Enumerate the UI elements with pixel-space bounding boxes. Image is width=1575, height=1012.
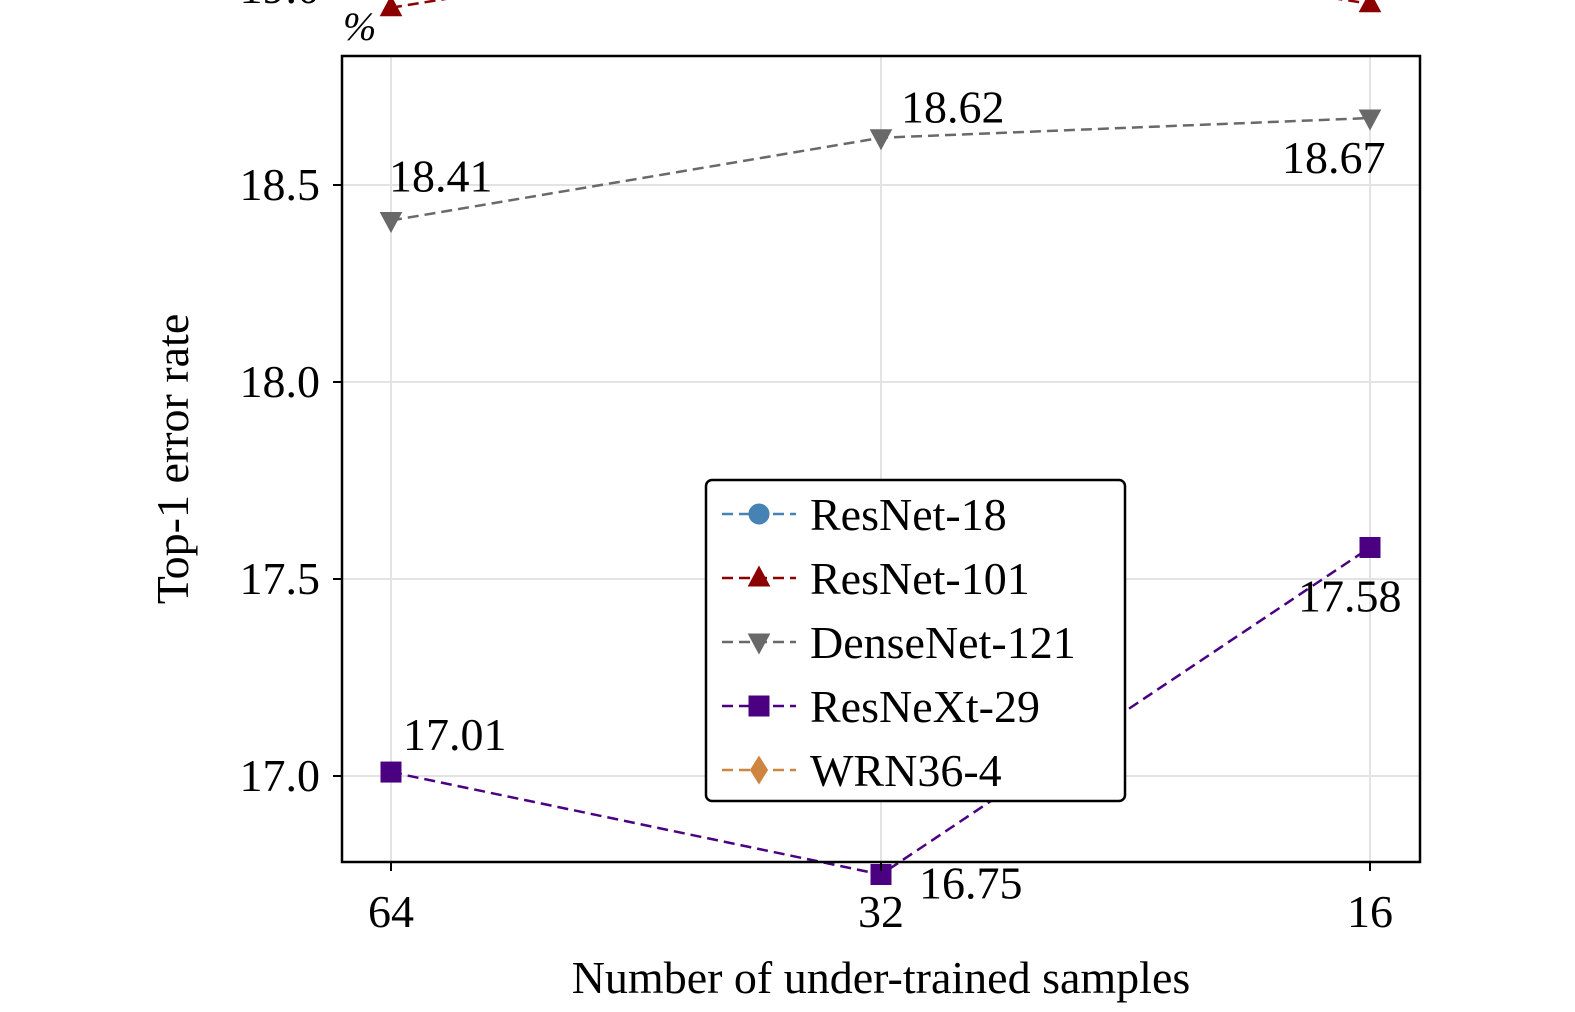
legend-label: DenseNet-121: [810, 617, 1076, 668]
legend-label: ResNet-101: [810, 553, 1030, 604]
data-label: 18.67: [1282, 132, 1386, 183]
x-tick-label: 32: [858, 886, 904, 937]
data-point: [1358, 0, 1382, 13]
legend: ResNet-18 ResNet-101 DenseNet-121 ResNeXt-2…: [704, 478, 1127, 803]
data-point: [379, 0, 403, 17]
data-point: [869, 129, 893, 151]
y-axis-label: Top-1 error rate: [147, 314, 198, 605]
y-tick-label: 17.5: [240, 553, 321, 604]
legend-marker: [748, 503, 770, 525]
x-axis-label: Number of under-trained samples: [572, 952, 1191, 1003]
y-tick-label: 18.0: [240, 356, 321, 407]
legend-label: ResNeXt-29: [810, 681, 1040, 732]
y-tick-label: 19.0: [240, 0, 321, 13]
legend-marker: [749, 755, 769, 785]
series-markers: [379, 0, 1382, 885]
legend-label: WRN36-4: [810, 745, 1002, 796]
legend-marker: [747, 565, 771, 587]
legend-box: [704, 478, 1127, 803]
legend-marker: [748, 695, 770, 717]
x-tick-label: 64: [368, 886, 414, 937]
data-label: 17.58: [1298, 570, 1402, 621]
grid: [342, 56, 1420, 862]
data-label: 16.75: [919, 858, 1023, 909]
legend-marker: [747, 633, 771, 655]
data-labels: 19.7920.2620.4518.9519.1518.9618.4118.62…: [389, 82, 1402, 909]
legend-label: ResNet-18: [810, 489, 1007, 540]
y-unit-label: %: [343, 4, 376, 49]
data-label: 17.01: [403, 709, 507, 760]
data-point: [380, 761, 402, 783]
data-point: [379, 211, 403, 234]
data-point: [1359, 536, 1381, 558]
y-tick-label: 18.5: [240, 159, 321, 210]
data-point: [1358, 109, 1382, 131]
data-label: 18.41: [389, 150, 493, 201]
x-tick-label: 16: [1347, 886, 1393, 937]
y-tick-label: 17.0: [240, 750, 321, 801]
series-line: [390, 0, 1371, 9]
data-label: 18.62: [901, 82, 1005, 133]
